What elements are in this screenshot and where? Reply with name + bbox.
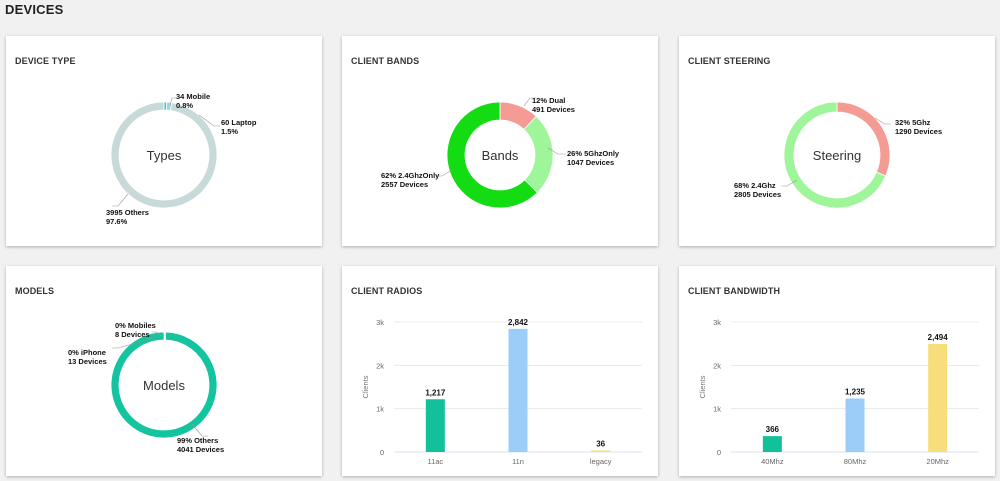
- slice-label-iphone-count: 13 Devices: [68, 357, 107, 366]
- client-bandwidth-bar-chart: 0 1k 2k 3k Clients 366 40Mhz 1,235 80Mhz 2,494 20M…: [698, 318, 979, 466]
- card-title: CLIENT RADIOS: [351, 286, 423, 296]
- slice-label-dual-pct: 12% Dual: [532, 96, 565, 105]
- card-title: CLIENT BANDS: [351, 56, 420, 66]
- donut-center-label: Models: [143, 378, 185, 393]
- x-tick-label: 11n: [512, 457, 524, 466]
- client-steering-donut-chart: Steering 32% 5Ghz 1290 Devices 68% 2.4Gh…: [734, 101, 942, 209]
- bar-data-label: 2,842: [508, 318, 529, 327]
- page-title: DEVICES: [5, 2, 64, 17]
- slice-label-24ghz-count: 2557 Devices: [381, 180, 428, 189]
- slice-label-mobiles-pct: 0% Mobiles: [115, 321, 156, 330]
- client-steering-card: CLIENT STEERING Steering 32% 5Ghz 1290 D…: [679, 36, 995, 246]
- x-tick-label: 40Mhz: [761, 457, 784, 466]
- bar-20mhz[interactable]: [928, 343, 948, 452]
- y-tick-label: 0: [717, 448, 721, 457]
- bar-data-label: 2,494: [928, 333, 949, 342]
- y-tick-label: 2k: [713, 361, 721, 370]
- leader-line: [152, 331, 162, 337]
- client-bands-donut-chart: Bands 12% Dual 491 Devices 26% 5GhzOnly …: [381, 96, 620, 209]
- slice-label-others-count: 4041 Devices: [177, 445, 224, 454]
- slice-label-others-pct: 99% Others: [177, 436, 218, 445]
- donut-slice-5ghz[interactable]: [836, 101, 891, 177]
- models-card: MODELS Models 0% Mobiles 8 Devices 0% iP…: [6, 266, 322, 476]
- bar-80mhz[interactable]: [845, 398, 865, 452]
- slice-label-24ghz-pct: 68% 2.4Ghz: [734, 181, 776, 190]
- donut-slices: [110, 101, 218, 209]
- y-axis-label: Clients: [698, 375, 707, 398]
- leader-line: [874, 117, 891, 125]
- slice-label-5ghz-pct: 26% 5GhzOnly: [567, 149, 620, 158]
- slice-label-laptop-count: 60 Laptop: [221, 118, 257, 127]
- y-tick-label: 3k: [713, 318, 721, 327]
- bar-11n[interactable]: [508, 328, 528, 452]
- card-title: CLIENT STEERING: [688, 56, 771, 66]
- slice-label-24ghz-pct: 62% 2.4GhzOnly: [381, 171, 440, 180]
- bar-data-label: 1,235: [845, 387, 866, 396]
- y-tick-label: 3k: [376, 318, 384, 327]
- slice-label-24ghz-count: 2805 Devices: [734, 190, 781, 199]
- leader-line: [198, 114, 220, 127]
- leader-line: [547, 147, 566, 155]
- x-tick-label: 11ac: [427, 457, 443, 466]
- slice-label-others-count: 3995 Others: [106, 208, 149, 217]
- donut-slice-2-4ghzonly[interactable]: [446, 101, 538, 209]
- y-axis-label: Clients: [361, 375, 370, 398]
- donut-slices: [110, 331, 218, 439]
- slice-label-mobile-count: 34 Mobile: [176, 92, 210, 101]
- slice-label-mobiles-count: 8 Devices: [115, 330, 150, 339]
- bar-data-label: 1,217: [425, 388, 446, 397]
- slice-label-mobile-pct: 0.8%: [176, 101, 193, 110]
- leader-line: [781, 179, 798, 187]
- device-type-card: DEVICE TYPE Types 34 Mobile 0.8% 60 Lapt…: [6, 36, 322, 246]
- leader-line: [436, 169, 453, 177]
- donut-slice-others[interactable]: [110, 101, 218, 209]
- bar-40mhz[interactable]: [762, 436, 782, 452]
- donut-slice-others[interactable]: [110, 331, 218, 439]
- card-title: DEVICE TYPE: [15, 56, 76, 66]
- donut-slice-5ghzonly[interactable]: [523, 115, 554, 194]
- leader-line: [191, 423, 208, 437]
- bar-data-label: 36: [596, 439, 605, 448]
- slice-label-dual-count: 491 Devices: [532, 105, 575, 114]
- client-bandwidth-card: CLIENT BANDWIDTH 0 1k 2k 3k Clients 366 40Mhz 1…: [679, 266, 995, 476]
- y-tick-label: 2k: [376, 361, 384, 370]
- slice-label-iphone-pct: 0% iPhone: [68, 348, 106, 357]
- donut-slice-2-4ghz[interactable]: [783, 101, 887, 209]
- donut-center-label: Types: [147, 148, 182, 163]
- device-type-donut-chart: Types 34 Mobile 0.8% 60 Laptop 1.5% 3995…: [106, 92, 257, 226]
- slice-label-others-pct: 97.6%: [106, 217, 128, 226]
- donut-slices: [783, 101, 891, 209]
- donut-center-label: Steering: [813, 148, 861, 163]
- leader-line: [112, 193, 129, 207]
- slice-label-5ghz-count: 1290 Devices: [895, 127, 942, 136]
- y-tick-label: 1k: [713, 405, 721, 414]
- y-tick-label: 1k: [376, 405, 384, 414]
- card-title: MODELS: [15, 286, 55, 296]
- x-tick-label: 80Mhz: [844, 457, 867, 466]
- x-tick-label: 20Mhz: [926, 457, 949, 466]
- y-tick-label: 0: [380, 448, 384, 457]
- slice-label-5ghz-count: 1047 Devices: [567, 158, 614, 167]
- bar-data-label: 366: [766, 425, 780, 434]
- donut-center-label: Bands: [482, 148, 519, 163]
- client-radios-bar-chart: 0 1k 2k 3k Clients 1,217 11ac 2,842 11n 36 legacy: [361, 318, 642, 466]
- models-donut-chart: Models 0% Mobiles 8 Devices 0% iPhone 13…: [68, 321, 224, 454]
- bar-legacy[interactable]: [591, 450, 611, 452]
- leader-line: [169, 97, 176, 107]
- client-radios-card: CLIENT RADIOS 0 1k 2k 3k Clients 1,217 11ac 2,8…: [342, 266, 658, 476]
- leader-line: [523, 97, 536, 107]
- bar-11ac[interactable]: [425, 399, 445, 452]
- client-bands-card: CLIENT BANDS Bands 12% Dual 491 Devices …: [342, 36, 658, 246]
- donut-slices: [446, 101, 554, 209]
- slice-label-5ghz-pct: 32% 5Ghz: [895, 118, 931, 127]
- slice-label-laptop-pct: 1.5%: [221, 127, 238, 136]
- x-tick-label: legacy: [590, 457, 612, 466]
- card-title: CLIENT BANDWIDTH: [688, 286, 781, 296]
- leader-line: [112, 337, 155, 349]
